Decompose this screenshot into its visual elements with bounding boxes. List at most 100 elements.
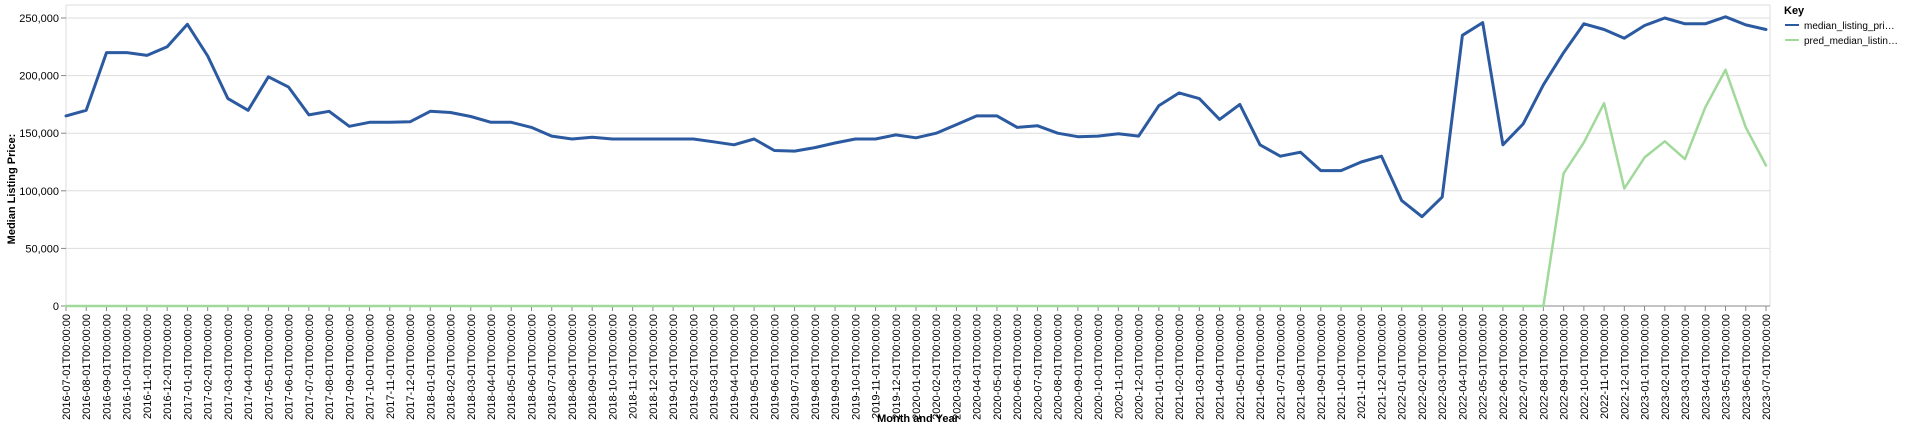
x-tick-label: 2018-05-01T00:00:00 xyxy=(506,314,518,420)
y-tick-label: 0 xyxy=(53,301,59,313)
y-tick-label: 150,000 xyxy=(19,128,59,140)
x-tick-label: 2023-02-01T00:00:00 xyxy=(1660,314,1672,420)
x-tick-label: 2020-05-01T00:00:00 xyxy=(992,314,1004,420)
x-tick-label: 2018-07-01T00:00:00 xyxy=(547,314,559,420)
x-tick-label: 2021-12-01T00:00:00 xyxy=(1376,314,1388,420)
y-axis-title: Median Listing Price: xyxy=(6,134,18,245)
x-tick-label: 2018-10-01T00:00:00 xyxy=(607,314,619,420)
x-tick-label: 2020-01-01T00:00:00 xyxy=(911,314,923,420)
x-tick-label: 2016-11-01T00:00:00 xyxy=(142,314,154,419)
x-tick-label: 2022-12-01T00:00:00 xyxy=(1619,314,1631,420)
x-tick-label: 2020-02-01T00:00:00 xyxy=(931,314,943,420)
x-tick-label: 2023-04-01T00:00:00 xyxy=(1700,314,1712,420)
y-tick-label: 200,000 xyxy=(19,71,59,83)
x-tick-label: 2021-11-01T00:00:00 xyxy=(1356,314,1368,419)
x-tick-label: 2022-08-01T00:00:00 xyxy=(1538,314,1550,420)
x-tick-label: 2017-04-01T00:00:00 xyxy=(243,314,255,420)
x-tick-label: 2020-09-01T00:00:00 xyxy=(1073,314,1085,420)
x-tick-label: 2019-09-01T00:00:00 xyxy=(830,314,842,420)
x-tick-label: 2019-11-01T00:00:00 xyxy=(871,314,883,419)
x-tick-label: 2022-07-01T00:00:00 xyxy=(1518,314,1530,420)
x-tick-label: 2020-04-01T00:00:00 xyxy=(972,314,984,420)
y-tick-label: 100,000 xyxy=(19,186,59,198)
x-tick-label: 2020-08-01T00:00:00 xyxy=(1053,314,1065,420)
x-tick-label: 2017-03-01T00:00:00 xyxy=(223,314,235,420)
x-tick-label: 2016-07-01T00:00:00 xyxy=(61,314,73,420)
x-tick-label: 2019-07-01T00:00:00 xyxy=(790,314,802,420)
x-tick-label: 2017-11-01T00:00:00 xyxy=(385,314,397,419)
x-tick-label: 2019-03-01T00:00:00 xyxy=(709,314,721,420)
x-tick-label: 2018-02-01T00:00:00 xyxy=(446,314,458,420)
x-tick-label: 2021-01-01T00:00:00 xyxy=(1154,314,1166,420)
x-tick-label: 2022-02-01T00:00:00 xyxy=(1417,314,1429,420)
x-tick-label: 2023-07-01T00:00:00 xyxy=(1761,314,1773,420)
legend-label-pred: pred_median_listin… xyxy=(1804,36,1898,47)
x-tick-label: 2020-06-01T00:00:00 xyxy=(1012,314,1024,420)
gridlines xyxy=(65,4,1771,307)
y-tick-label: 250,000 xyxy=(19,13,59,25)
x-tick-label: 2021-05-01T00:00:00 xyxy=(1235,314,1247,420)
x-tick-label: 2017-07-01T00:00:00 xyxy=(304,314,316,420)
x-tick-label: 2017-02-01T00:00:00 xyxy=(203,314,215,420)
x-tick-label: 2021-07-01T00:00:00 xyxy=(1275,314,1287,420)
legend-label-median: median_listing_pri… xyxy=(1804,21,1895,32)
x-tick-label: 2019-10-01T00:00:00 xyxy=(850,314,862,420)
x-tick-label: 2019-02-01T00:00:00 xyxy=(688,314,700,420)
x-tick-label: 2018-11-01T00:00:00 xyxy=(628,314,640,419)
x-tick-label: 2021-06-01T00:00:00 xyxy=(1255,314,1267,420)
legend: Key median_listing_pri… pred_median_list… xyxy=(1784,5,1898,47)
x-tick-label: 2018-03-01T00:00:00 xyxy=(466,314,478,420)
x-tick-label: 2018-12-01T00:00:00 xyxy=(648,314,660,420)
x-tick-label: 2019-01-01T00:00:00 xyxy=(668,314,680,420)
x-tick-label: 2016-10-01T00:00:00 xyxy=(122,314,134,420)
x-tick-label: 2017-10-01T00:00:00 xyxy=(365,314,377,420)
x-tick-label: 2017-06-01T00:00:00 xyxy=(284,314,296,420)
x-tick-label: 2020-11-01T00:00:00 xyxy=(1113,314,1125,419)
x-tick-label: 2019-08-01T00:00:00 xyxy=(810,314,822,420)
x-tick-label: 2021-02-01T00:00:00 xyxy=(1174,314,1186,420)
x-tick-label: 2019-12-01T00:00:00 xyxy=(891,314,903,420)
x-tick-label: 2023-05-01T00:00:00 xyxy=(1721,314,1733,420)
legend-title: Key xyxy=(1784,5,1805,17)
x-tick-label: 2018-01-01T00:00:00 xyxy=(425,314,437,420)
x-tick-label: 2017-12-01T00:00:00 xyxy=(405,314,417,420)
series-line-median-listing-price xyxy=(64,15,1768,219)
x-tick-label: 2017-08-01T00:00:00 xyxy=(324,314,336,420)
x-tick-label: 2023-01-01T00:00:00 xyxy=(1640,314,1652,420)
x-tick-label: 2020-03-01T00:00:00 xyxy=(951,314,963,420)
x-tick-label: 2022-11-01T00:00:00 xyxy=(1599,314,1611,419)
x-tick-label: 2021-10-01T00:00:00 xyxy=(1336,314,1348,420)
x-tick-label: 2022-06-01T00:00:00 xyxy=(1498,314,1510,420)
series-line-pred-median-listing-price xyxy=(64,68,1768,308)
x-tick-label: 2017-09-01T00:00:00 xyxy=(344,314,356,420)
x-axis-title: Month and Year xyxy=(877,413,959,425)
x-tick-label: 2020-10-01T00:00:00 xyxy=(1093,314,1105,420)
x-tick-label: 2020-12-01T00:00:00 xyxy=(1134,314,1146,420)
y-axis: 0 50,000 100,000 150,000 200,000 250,000 xyxy=(19,13,66,313)
x-tick-label: 2022-05-01T00:00:00 xyxy=(1478,314,1490,420)
x-tick-label: 2022-01-01T00:00:00 xyxy=(1397,314,1409,420)
x-tick-label: 2022-04-01T00:00:00 xyxy=(1457,314,1469,420)
x-tick-label: 2019-05-01T00:00:00 xyxy=(749,314,761,420)
x-tick-label: 2021-03-01T00:00:00 xyxy=(1194,314,1206,420)
x-tick-label: 2019-04-01T00:00:00 xyxy=(729,314,741,420)
x-tick-label: 2018-06-01T00:00:00 xyxy=(526,314,538,420)
plot-area xyxy=(64,15,1768,308)
x-tick-label: 2022-03-01T00:00:00 xyxy=(1437,314,1449,420)
y-tick-label: 50,000 xyxy=(25,243,59,255)
x-tick-label: 2023-03-01T00:00:00 xyxy=(1680,314,1692,420)
x-tick-label: 2022-10-01T00:00:00 xyxy=(1579,314,1591,420)
x-tick-label: 2018-04-01T00:00:00 xyxy=(486,314,498,420)
x-tick-label: 2021-04-01T00:00:00 xyxy=(1215,314,1227,420)
x-tick-label: 2017-01-01T00:00:00 xyxy=(182,314,194,420)
x-tick-label: 2016-09-01T00:00:00 xyxy=(101,314,113,420)
x-tick-label: 2018-09-01T00:00:00 xyxy=(587,314,599,420)
x-tick-label: 2021-08-01T00:00:00 xyxy=(1296,314,1308,420)
x-axis: 2016-07-01T00:00:00 2016-08-01T00:00:00 20… xyxy=(61,305,1773,420)
x-tick-label: 2016-08-01T00:00:00 xyxy=(81,314,93,420)
x-tick-label: 2018-08-01T00:00:00 xyxy=(567,314,579,420)
x-tick-label: 2020-07-01T00:00:00 xyxy=(1032,314,1044,420)
x-tick-label: 2017-05-01T00:00:00 xyxy=(263,314,275,420)
x-tick-label: 2022-09-01T00:00:00 xyxy=(1559,314,1571,420)
